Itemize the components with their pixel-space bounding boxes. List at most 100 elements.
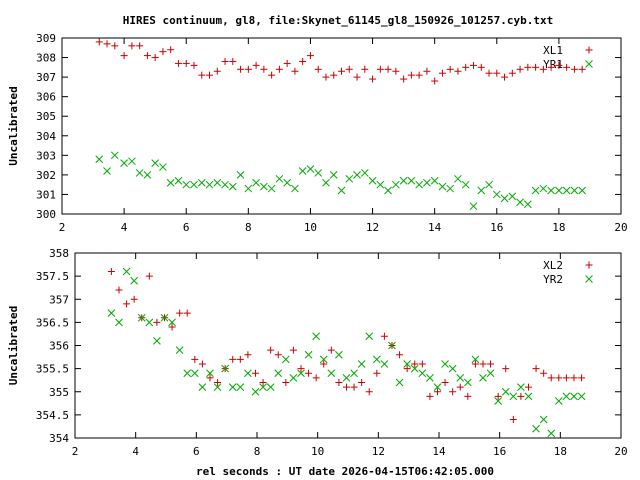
data-point <box>577 392 586 401</box>
data-point <box>128 42 136 50</box>
data-point <box>438 69 446 77</box>
data-point <box>143 52 151 60</box>
data-point <box>130 295 138 303</box>
data-point <box>274 351 282 359</box>
data-point <box>306 52 314 60</box>
data-point <box>426 374 434 382</box>
data-point <box>418 360 426 368</box>
x-tick-label: 12 <box>366 221 379 234</box>
data-point <box>532 63 540 71</box>
data-point <box>492 190 501 199</box>
data-point <box>174 59 182 67</box>
data-point <box>137 313 146 322</box>
data-point <box>322 73 330 81</box>
y-tick-label: 354.5 <box>36 409 69 422</box>
y-tick-label: 356 <box>49 340 69 353</box>
data-point <box>107 268 115 275</box>
data-point <box>463 378 472 387</box>
data-point <box>578 65 586 73</box>
y-axis-label: Uncalibrated <box>7 306 20 385</box>
data-point <box>297 369 305 378</box>
data-point <box>361 65 369 73</box>
data-point <box>251 369 259 377</box>
data-point <box>213 383 222 391</box>
x-axis-label: rel seconds : UT date 2026-04-15T06:42:0… <box>196 465 494 478</box>
data-point <box>396 351 404 359</box>
top-chart-panel: 2 4 6 8 10 12 14 16 18 20 300 301 302 303 304 305 306 307… <box>7 32 628 234</box>
data-point <box>327 346 335 354</box>
data-point <box>198 360 206 368</box>
data-point <box>540 369 548 377</box>
data-point <box>448 364 457 373</box>
data-point <box>236 355 244 363</box>
data-point <box>252 178 260 187</box>
data-point <box>143 171 152 179</box>
data-point <box>122 267 131 276</box>
data-point <box>479 360 487 368</box>
data-point <box>103 167 111 175</box>
x-tick-label: 16 <box>490 221 503 234</box>
y-axis-label: Uncalibrated <box>7 86 20 165</box>
data-point <box>130 276 139 285</box>
data-point <box>330 71 338 79</box>
data-point <box>221 364 230 373</box>
data-point <box>120 52 128 60</box>
data-point <box>410 364 419 373</box>
data-point <box>407 176 416 185</box>
data-point <box>283 178 292 187</box>
x-tick-label: 18 <box>554 445 567 458</box>
data-point <box>176 309 184 317</box>
x-tick-label: 6 <box>193 445 200 458</box>
data-point <box>509 392 518 401</box>
x-tick-label: 4 <box>121 221 128 234</box>
data-point <box>314 169 323 177</box>
data-point <box>136 42 144 50</box>
data-point <box>345 65 353 73</box>
legend-label: YR2 <box>543 273 563 286</box>
data-point <box>500 194 509 203</box>
data-point <box>555 61 563 69</box>
data-point <box>304 350 313 359</box>
data-point <box>456 383 464 391</box>
data-point <box>198 71 206 79</box>
data-point <box>190 369 199 378</box>
data-point <box>266 383 275 391</box>
data-point <box>360 169 369 177</box>
x-tick-label: 8 <box>245 221 252 234</box>
data-point <box>415 71 423 79</box>
data-point <box>252 61 260 69</box>
data-point <box>350 383 358 391</box>
data-point <box>430 176 439 185</box>
data-point <box>485 180 493 189</box>
data-point <box>494 392 502 400</box>
data-point <box>563 63 571 71</box>
data-point <box>350 369 358 378</box>
data-point <box>485 69 493 77</box>
data-point <box>289 374 298 382</box>
data-point <box>335 350 343 359</box>
data-point <box>244 351 252 359</box>
data-point <box>244 369 252 378</box>
data-point <box>213 67 221 75</box>
data-point <box>166 178 175 187</box>
data-point <box>319 355 328 364</box>
data-point <box>151 54 159 62</box>
data-point <box>423 178 431 187</box>
x-tick-label: 4 <box>132 445 139 458</box>
data-point <box>554 397 563 405</box>
data-point <box>471 360 479 368</box>
data-point <box>365 388 373 396</box>
data-point <box>446 65 454 73</box>
data-point <box>123 300 131 308</box>
data-point <box>95 38 103 46</box>
data-point <box>327 369 336 378</box>
data-point <box>494 397 503 405</box>
x-tick-label: 14 <box>428 221 442 234</box>
data-point <box>368 176 377 185</box>
data-point <box>229 57 237 65</box>
data-point <box>153 337 161 345</box>
data-point <box>471 355 480 364</box>
data-point <box>441 379 449 386</box>
legend-marker <box>585 60 593 68</box>
data-point <box>562 374 570 382</box>
